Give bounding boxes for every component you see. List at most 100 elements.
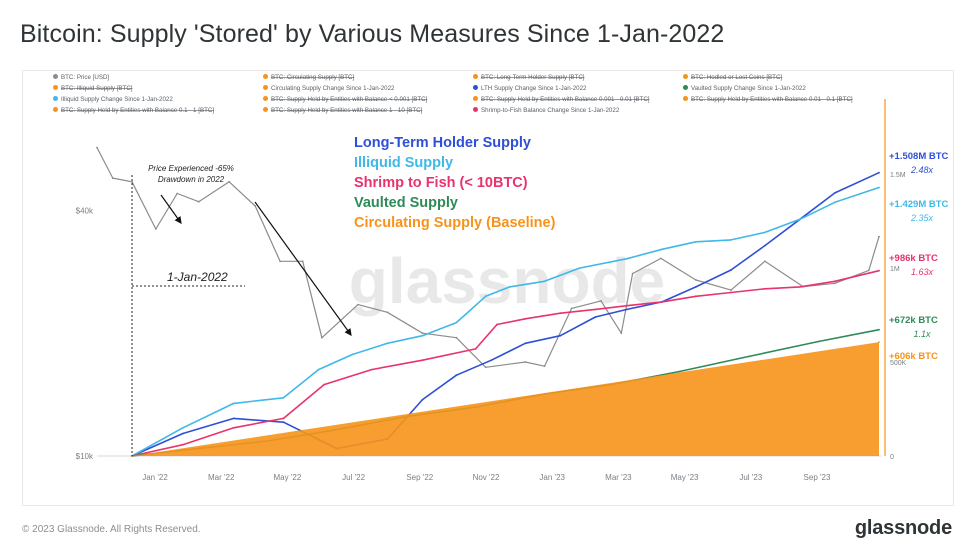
- data-point: [323, 383, 325, 386]
- legend-swatch: [473, 107, 478, 112]
- brand-logo: glassnode: [854, 517, 952, 539]
- x-tick-label: May '23: [671, 473, 699, 482]
- legend-swatch: [473, 85, 478, 90]
- x-tick-label: Sep '22: [406, 473, 433, 482]
- legend-swatch: [53, 85, 58, 90]
- legend-item-label: Shrimp-to-Fish Balance Change Since 1-Ja…: [481, 107, 620, 114]
- data-point: [626, 304, 628, 307]
- x-tick-label: Jul '23: [739, 473, 762, 482]
- data-point: [764, 244, 766, 247]
- data-point: [570, 307, 573, 310]
- data-point: [484, 295, 487, 298]
- legend: BTC: Price [USD] BTC: Circulating Supply …: [53, 74, 853, 114]
- data-point: [154, 228, 157, 230]
- x-tick-label: Nov '22: [473, 473, 500, 482]
- legend-item-label: BTC: Price [USD]: [61, 74, 109, 81]
- legend-item-label: BTC: Circulating Supply [BTC]: [271, 74, 354, 81]
- data-point: [524, 361, 527, 363]
- data-point: [559, 334, 562, 337]
- legend-item-label: Circulating Supply Change Since 1-Jan-20…: [271, 85, 395, 92]
- data-point: [679, 370, 681, 373]
- data-point: [490, 359, 493, 362]
- legend-item-label: BTC: Hodled or Lost Coins [BTC]: [691, 74, 782, 81]
- data-point: [370, 368, 373, 371]
- legend-item-label: BTC: Supply Held by Entities with Balanc…: [691, 96, 853, 103]
- data-point: [661, 301, 663, 303]
- data-point: [474, 348, 477, 350]
- watermark: glassnode: [349, 245, 666, 317]
- data-point: [282, 417, 285, 420]
- legend-swatch: [683, 74, 688, 79]
- data-point: [197, 200, 200, 203]
- end-value-label: +1.508M BTC: [889, 151, 949, 162]
- data-point: [301, 260, 304, 263]
- data-point: [321, 336, 323, 339]
- series-line-3: [131, 269, 880, 457]
- series-line-1: [131, 171, 880, 457]
- data-point: [386, 342, 389, 345]
- page-title: Bitcoin: Supply 'Stored' by Various Meas…: [20, 20, 725, 48]
- data-point: [96, 146, 98, 149]
- x-tick-label: Jan '23: [539, 473, 565, 482]
- data-point: [730, 291, 732, 294]
- legend-swatch: [263, 85, 268, 90]
- data-point: [496, 323, 498, 326]
- legend-swatch: [683, 96, 688, 101]
- data-point: [176, 192, 179, 195]
- legend-item-label: BTC: Supply Held by Entities with Balanc…: [271, 96, 428, 103]
- data-point: [695, 286, 697, 288]
- x-tick-label: Sep '23: [804, 473, 831, 482]
- data-point: [834, 282, 836, 285]
- data-point: [421, 359, 424, 362]
- data-point: [834, 192, 836, 194]
- data-point: [508, 286, 511, 288]
- data-point: [594, 308, 597, 311]
- data-point: [524, 342, 527, 345]
- series-key-label: Circulating Supply (Baseline): [354, 215, 556, 231]
- drawdown-note-line: Price Experienced -65%: [148, 164, 234, 173]
- legend-item-label: BTC: Supply Held by Entities with Balanc…: [61, 107, 214, 114]
- end-value-label: +672k BTC: [889, 315, 938, 326]
- data-point: [834, 280, 836, 283]
- data-point: [600, 300, 602, 302]
- legend-item-label: Vaulted Supply Change Since 1-Jan-2022: [691, 85, 806, 92]
- data-point: [764, 231, 766, 234]
- data-point: [730, 289, 732, 291]
- x-tick-label: May '22: [274, 473, 302, 482]
- legend-swatch: [683, 85, 688, 90]
- drawdown-arrow-2: [254, 201, 352, 336]
- data-point: [543, 280, 546, 283]
- right-tick-label: 1.5M: [890, 172, 906, 179]
- data-point: [111, 177, 114, 179]
- data-point: [455, 374, 458, 377]
- end-value-label: +606k BTC: [889, 351, 938, 362]
- legend-item-label: LTH Supply Change Since 1-Jan-2022: [481, 85, 587, 92]
- data-point: [661, 248, 663, 251]
- data-point: [357, 303, 359, 306]
- data-point: [182, 432, 184, 435]
- data-point: [182, 443, 184, 446]
- data-point: [620, 332, 623, 335]
- data-point: [524, 317, 527, 320]
- data-point: [878, 235, 880, 238]
- end-multiple-label: 1.1x: [913, 329, 931, 339]
- data-point: [455, 321, 458, 324]
- legend-swatch: [473, 96, 478, 101]
- series-key-label: Vaulted Supply: [354, 195, 458, 211]
- legend-swatch: [53, 74, 58, 79]
- legend-swatch: [263, 74, 268, 79]
- legend-item-label: BTC: Supply Held by Entities with Balanc…: [271, 107, 423, 114]
- legend-swatch: [53, 107, 58, 112]
- right-tick-label: 1M: [890, 266, 900, 273]
- legend-swatch: [473, 74, 478, 79]
- data-point: [878, 328, 880, 331]
- series-area-circulating: [132, 342, 879, 456]
- data-point: [878, 341, 880, 343]
- legend-item-label: BTC: Illiquid Supply [BTC]: [61, 85, 133, 92]
- series-key-label: Illiquid Supply: [354, 155, 453, 171]
- data-point: [421, 334, 424, 337]
- right-tick-label: 500K: [890, 360, 907, 367]
- data-point: [594, 316, 597, 318]
- data-point: [631, 272, 634, 275]
- chart: BTC: Price [USD] BTC: Circulating Supply …: [53, 74, 949, 482]
